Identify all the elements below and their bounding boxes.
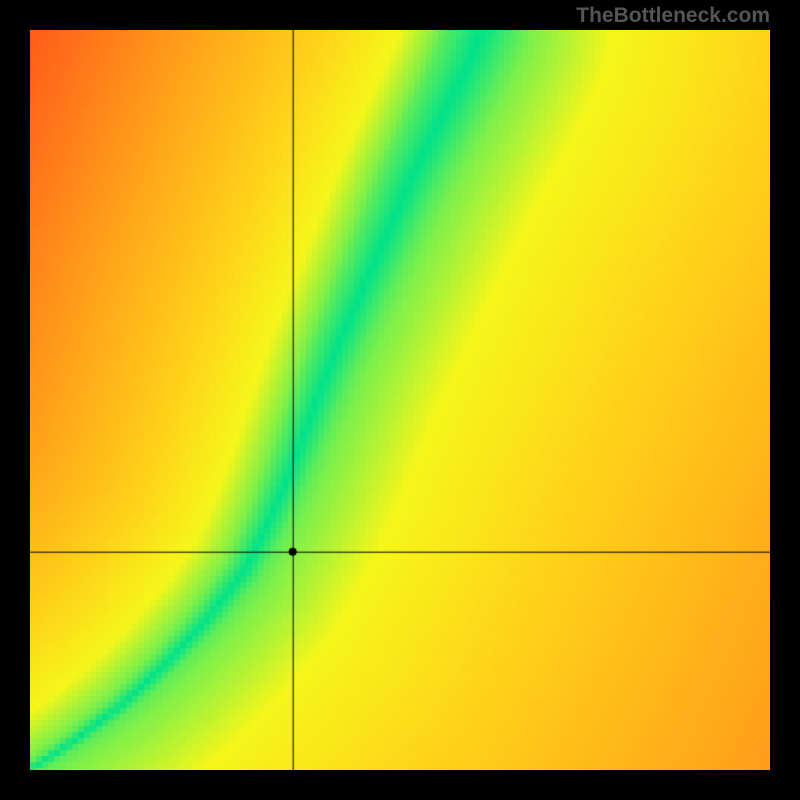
chart-container: TheBottleneck.com [0,0,800,800]
heatmap-canvas-holder [30,30,770,770]
watermark-text: TheBottleneck.com [576,4,770,28]
heatmap-canvas [30,30,770,770]
